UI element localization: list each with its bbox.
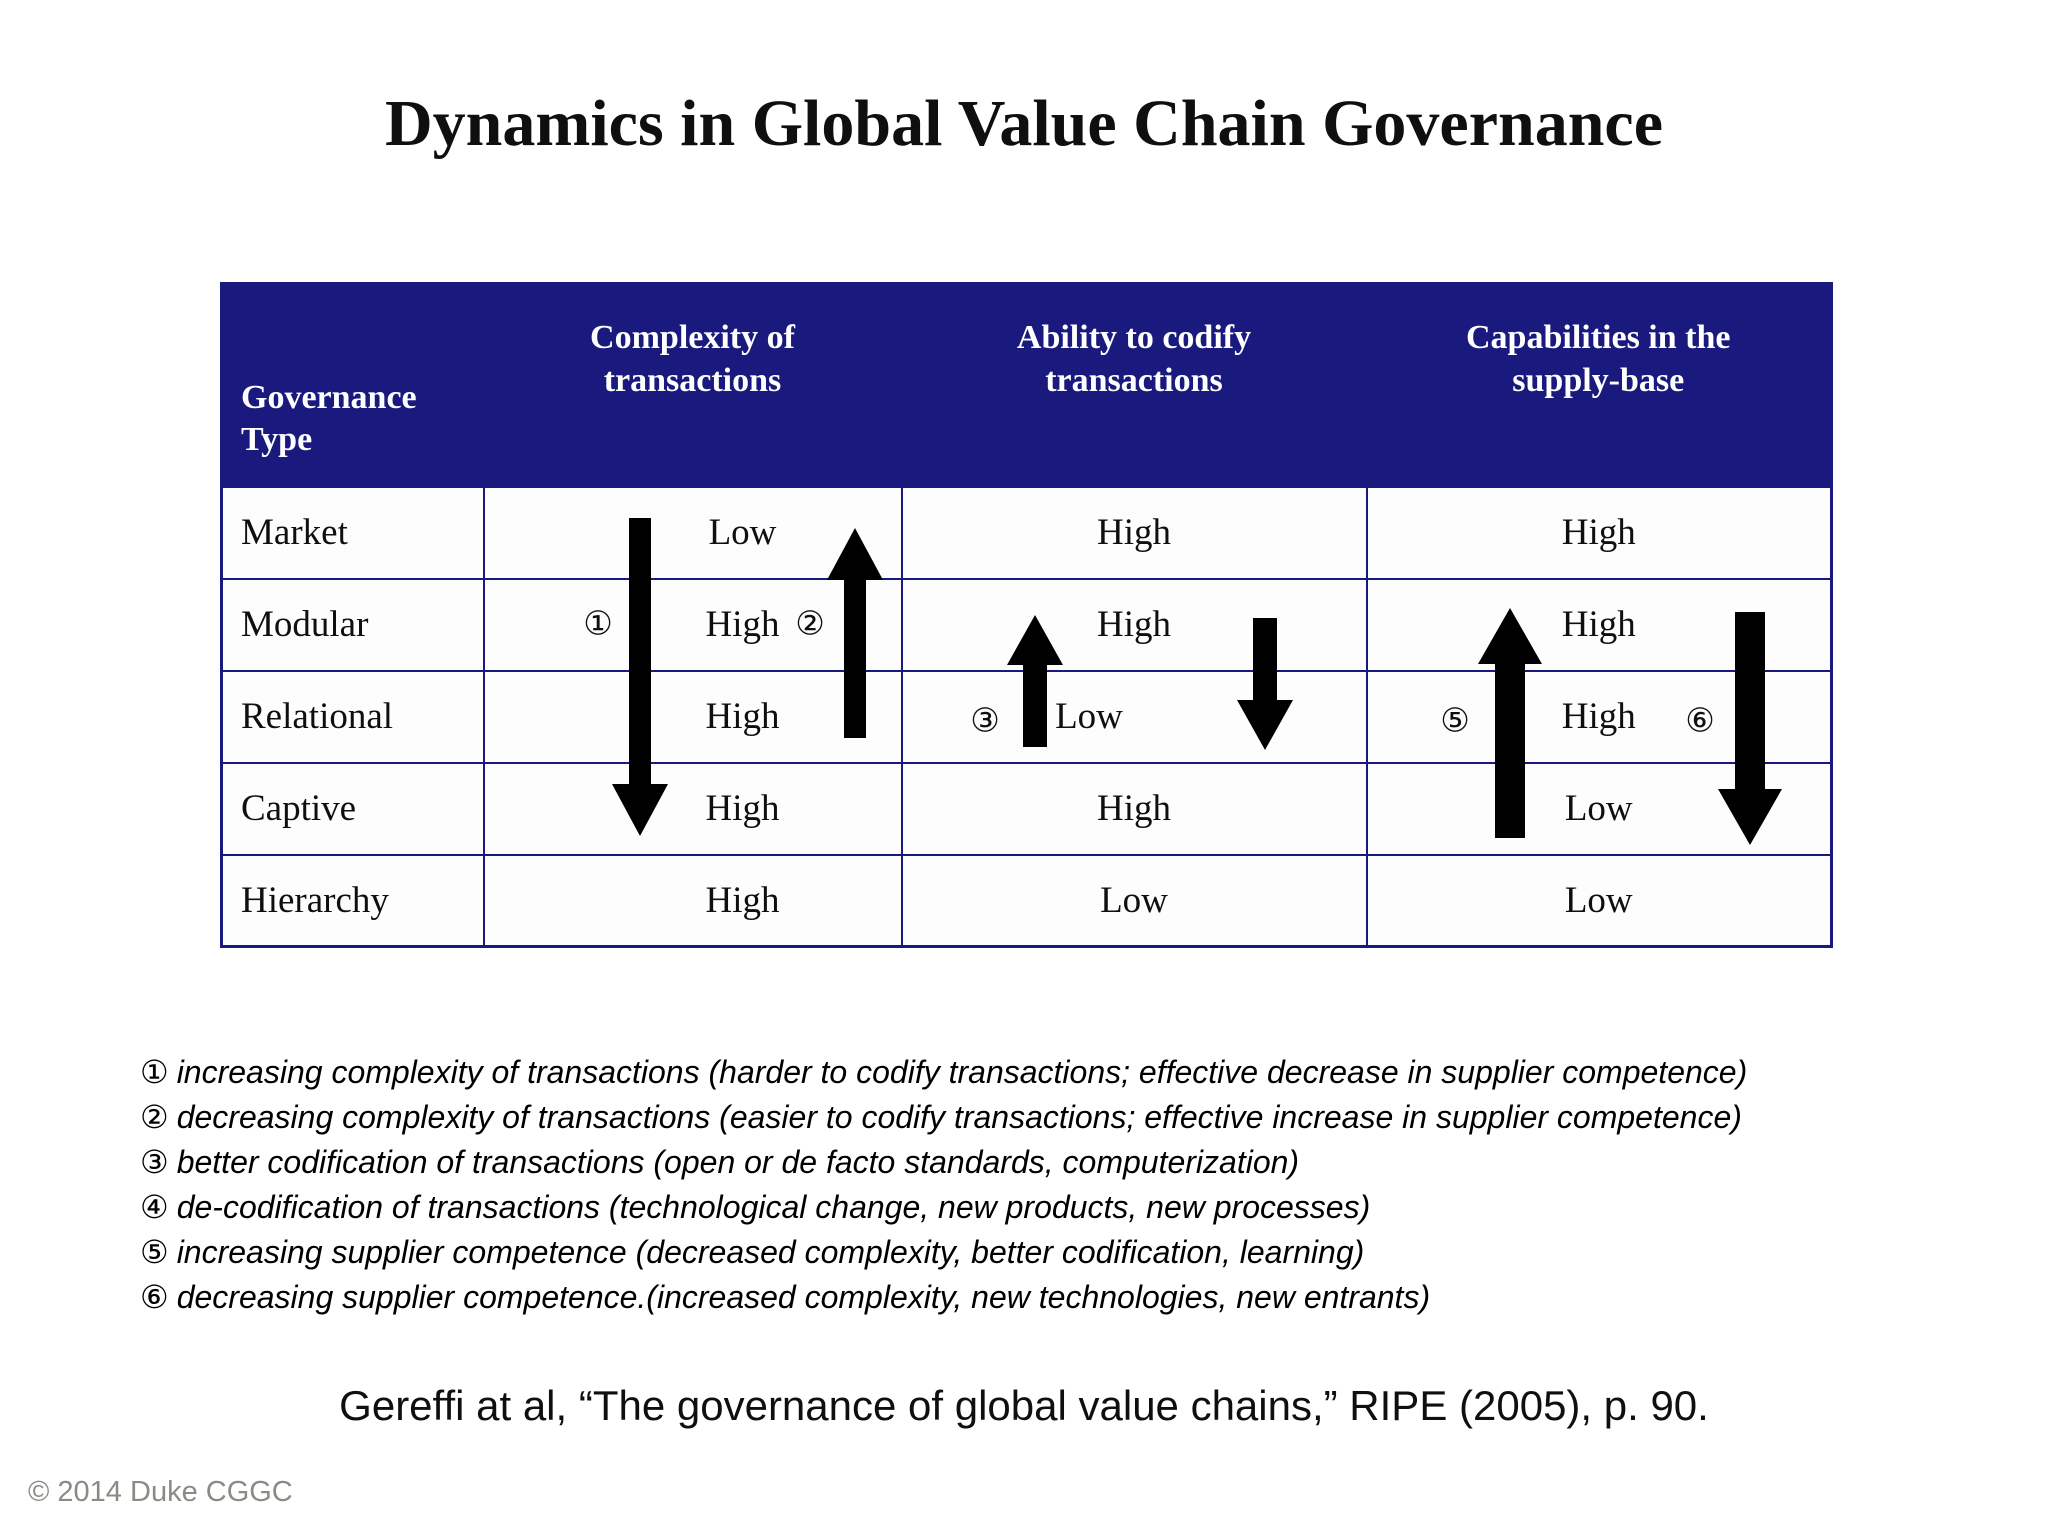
cell-value: High [1561, 604, 1636, 645]
column-header-label: Governance Type [241, 378, 417, 459]
cell-value: High [1097, 788, 1171, 829]
cell-value: High [705, 879, 780, 921]
column-header-label: Complexity of transactions [590, 319, 795, 399]
cell-value: High [1561, 696, 1636, 737]
cell-modular-complexity: High [482, 577, 903, 672]
cell-hierarchy-complexity: High [482, 853, 903, 948]
row-label: Modular [220, 577, 485, 672]
cell-modular-codify: High [900, 577, 1368, 672]
cell-value: Low [1055, 696, 1123, 737]
copyright-notice: © 2014 Duke CGGC [28, 1476, 293, 1508]
footnote-item: ③ better codification of transactions (op… [140, 1140, 1970, 1185]
cell-value: Low [1100, 879, 1168, 921]
footnote-text: increasing complexity of transactions (h… [176, 1054, 1748, 1090]
footnote-item: ① increasing complexity of transactions (… [140, 1050, 1970, 1095]
footnote-text: decreasing complexity of transactions (e… [176, 1099, 1742, 1135]
row-label-text: Modular [241, 604, 369, 645]
cell-relational-codify: Low [900, 669, 1368, 764]
cell-value: High [705, 604, 780, 645]
footnote-item: ④ de-codification of transactions (techno… [140, 1185, 1970, 1230]
footnote-text: increasing supplier competence (decrease… [176, 1234, 1365, 1270]
footnote-marker: ④ [140, 1188, 169, 1226]
footnote-text: better codification of transactions (ope… [176, 1144, 1300, 1180]
row-label-text: Hierarchy [241, 879, 389, 921]
cell-value: High [705, 696, 780, 737]
cell-value: High [705, 788, 780, 829]
row-label-text: Market [241, 512, 348, 553]
governance-table-container: Governance Type Complexity of transactio… [220, 282, 1833, 948]
row-label: Captive [220, 761, 485, 856]
cell-modular-capabilities: High [1365, 577, 1833, 672]
cell-relational-capabilities: High [1365, 669, 1833, 764]
column-header-capabilities: Capabilities in the supply-base [1366, 283, 1832, 487]
row-label: Market [220, 485, 485, 580]
footnote-item: ② decreasing complexity of transactions (… [140, 1095, 1970, 1140]
cell-hierarchy-capabilities: Low [1365, 853, 1833, 948]
row-label-text: Relational [241, 696, 394, 737]
row-label-text: Captive [241, 788, 357, 829]
table-row-modular: Modular High High High [220, 577, 1833, 672]
footnote-marker: ① [140, 1053, 169, 1091]
footnote-marker: ⑤ [140, 1233, 169, 1271]
footnote-marker: ③ [140, 1143, 169, 1181]
column-header-codify: Ability to codify transactions [901, 283, 1367, 487]
cell-hierarchy-codify: Low [900, 853, 1368, 948]
cell-market-codify: High [900, 485, 1368, 580]
cell-value: High [1561, 512, 1636, 553]
row-label: Hierarchy [220, 853, 485, 948]
cell-market-capabilities: High [1365, 485, 1833, 580]
cell-captive-codify: High [900, 761, 1368, 856]
table-row-market: Market Low High High [220, 485, 1833, 580]
slide-title: Dynamics in Global Value Chain Governanc… [384, 87, 1663, 160]
governance-table: Governance Type Complexity of transactio… [220, 282, 1833, 948]
table-header-row: Governance Type Complexity of transactio… [221, 283, 1832, 487]
column-header-label: Ability to codify transactions [1016, 319, 1252, 399]
cell-value: Low [1564, 879, 1633, 921]
cell-value: Low [708, 512, 777, 553]
footnote-text: de-codification of transactions (technol… [176, 1189, 1371, 1225]
footnote-item: ⑤ increasing supplier competence (decreas… [140, 1230, 1970, 1275]
column-header-label: Capabilities in the supply-base [1466, 319, 1731, 399]
table-row-hierarchy: Hierarchy High Low Low [220, 853, 1833, 948]
cell-value: Low [1564, 788, 1633, 829]
footnotes-list: ① increasing complexity of transactions (… [140, 1050, 1970, 1320]
citation: Gereffi at al, “The governance of global… [339, 1382, 1709, 1429]
cell-captive-capabilities: Low [1365, 761, 1833, 856]
cell-captive-complexity: High [482, 761, 903, 856]
row-label: Relational [220, 669, 485, 764]
footnote-marker: ② [140, 1098, 169, 1136]
cell-value: High [1097, 512, 1171, 553]
cell-value: High [1097, 604, 1171, 645]
column-header-governance-type: Governance Type [221, 283, 484, 487]
footnote-marker: ⑥ [140, 1278, 169, 1316]
table-row-captive: Captive High High Low [220, 761, 1833, 856]
cell-relational-complexity: High [482, 669, 903, 764]
table-row-relational: Relational High Low High [220, 669, 1833, 764]
footnote-item: ⑥ decreasing supplier competence.(increas… [140, 1275, 1970, 1320]
cell-market-complexity: Low [482, 485, 903, 580]
footnote-text: decreasing supplier competence.(increase… [176, 1279, 1431, 1315]
column-header-complexity: Complexity of transactions [483, 283, 902, 487]
